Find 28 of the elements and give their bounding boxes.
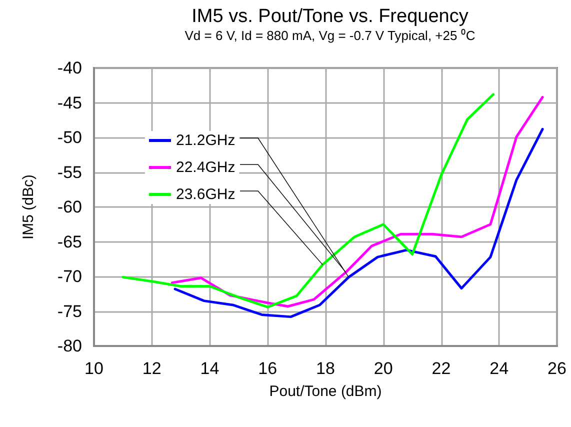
- x-tick-label: 14: [200, 359, 220, 378]
- x-tick-label: 22: [432, 359, 451, 378]
- x-tick-label: 24: [490, 359, 509, 378]
- x-tick-label: 18: [316, 359, 335, 378]
- line-series: [174, 128, 544, 318]
- y-tick-label: -75: [57, 302, 82, 321]
- x-tick-label: 20: [374, 359, 393, 378]
- y-tick-label: -80: [57, 336, 82, 356]
- line-series: [170, 96, 544, 308]
- y-tick-label: -70: [57, 267, 82, 286]
- chart-subtitle: Vd = 6 V, Id = 880 mA, Vg = -0.7 V Typical, +25 ⁰C: [184, 28, 476, 43]
- y-tick-label: -45: [57, 93, 82, 112]
- line-series: [122, 93, 495, 308]
- legend-label: 23.6GHz: [176, 186, 236, 203]
- legend-label: 22.4GHz: [176, 159, 236, 176]
- legend-label: 21.2GHz: [176, 132, 236, 149]
- y-tick-label: -60: [57, 198, 82, 216]
- y-tick-label: -40: [57, 58, 82, 78]
- y-axis-title: IM5 (dBc): [20, 174, 37, 240]
- y-tick-label: -50: [57, 128, 82, 147]
- x-axis-title: Pout/Tone (dBm): [269, 383, 382, 400]
- x-tick-label: 16: [258, 359, 278, 378]
- y-tick-label: -65: [57, 232, 82, 252]
- y-tick-label: -55: [57, 162, 82, 182]
- x-tick-label: 10: [84, 359, 104, 378]
- chart-title: IM5 vs. Pout/Tone vs. Frequency: [192, 6, 469, 27]
- x-tick-label: 26: [548, 359, 566, 378]
- x-tick-label: 12: [142, 359, 162, 378]
